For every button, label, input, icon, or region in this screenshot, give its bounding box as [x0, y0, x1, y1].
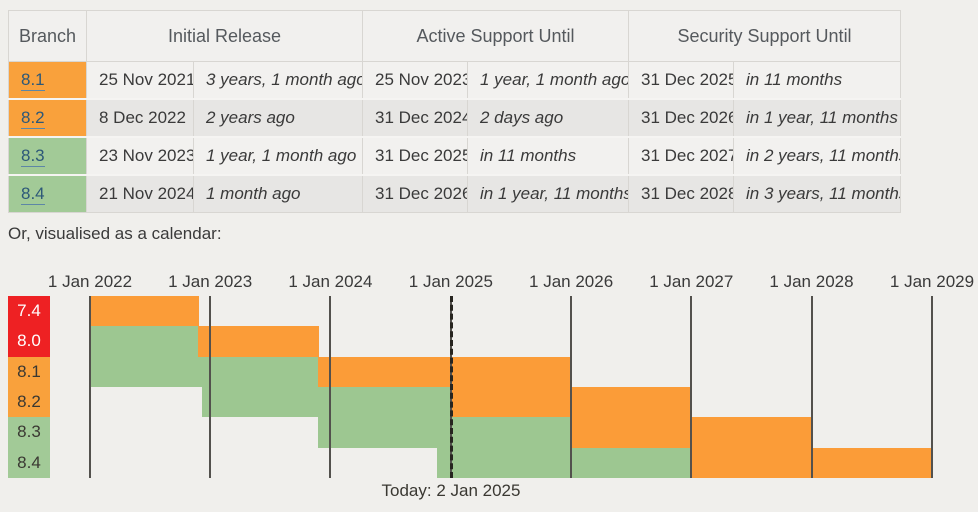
initial-release-relative: 1 year, 1 month ago — [193, 136, 363, 175]
calendar-branch-label: 8.3 — [8, 417, 50, 448]
axis-gridline — [690, 296, 693, 478]
support-table: Branch Initial Release Active Support Un… — [8, 10, 902, 213]
security-support-date: 31 Dec 2027 — [628, 136, 734, 175]
col-header-branch: Branch — [8, 10, 87, 62]
col-header-active-support: Active Support Until — [361, 10, 629, 62]
table-header-row: Branch Initial Release Active Support Un… — [8, 10, 901, 62]
calendar-bar-active — [90, 356, 319, 387]
axis-gridline — [570, 296, 573, 478]
today-marker-line — [449, 296, 453, 478]
branch-link[interactable]: 8.3 — [21, 146, 45, 167]
security-support-relative: in 11 months — [733, 61, 901, 99]
axis-tick-label: 1 Jan 2022 — [47, 272, 133, 291]
active-support-date: 31 Dec 2024 — [362, 98, 468, 137]
axis-gridline — [209, 296, 212, 478]
axis-tick-label: 1 Jan 2027 — [649, 272, 734, 291]
col-header-initial-release: Initial Release — [86, 10, 363, 62]
table-row: 8.4 21 Nov 2024 1 month ago 31 Dec 2026 … — [8, 174, 901, 213]
axis-tick-label: 1 Jan 2028 — [769, 272, 854, 291]
today-label: Today: 2 Jan 2025 — [381, 481, 521, 500]
calendar-bar-security — [90, 296, 199, 327]
branch-cell: 8.1 — [8, 61, 87, 99]
axis-gridline — [931, 296, 933, 478]
branch-cell: 8.2 — [8, 98, 87, 137]
calendar-bar-security — [318, 356, 571, 387]
axis-tick-label: 1 Jan 2026 — [529, 272, 614, 291]
branch-link[interactable]: 8.2 — [21, 108, 45, 129]
initial-release-date: 23 Nov 2023 — [86, 136, 194, 175]
axis-tick-label: 1 Jan 2029 — [889, 272, 975, 291]
active-support-relative: in 11 months — [466, 136, 629, 175]
branch-link[interactable]: 8.4 — [21, 184, 45, 205]
security-support-relative: in 2 years, 11 months — [733, 136, 901, 175]
table-row: 8.2 8 Dec 2022 2 years ago 31 Dec 2024 2… — [8, 98, 901, 137]
calendar-branch-label: 8.0 — [8, 326, 50, 357]
active-support-date: 31 Dec 2026 — [362, 174, 468, 213]
axis-gridline — [810, 296, 813, 478]
active-support-date: 25 Nov 2023 — [362, 61, 468, 99]
calendar-bar-active — [90, 326, 199, 357]
calendar-bar-active — [317, 417, 571, 448]
security-support-date: 31 Dec 2025 — [628, 61, 734, 99]
axis-tick-label: 1 Jan 2024 — [288, 272, 373, 291]
active-support-relative: 2 days ago — [466, 98, 629, 137]
calendar-bar-active — [437, 447, 691, 478]
initial-release-date: 8 Dec 2022 — [86, 98, 194, 137]
initial-release-date: 25 Nov 2021 — [86, 61, 194, 99]
security-support-date: 31 Dec 2026 — [628, 98, 734, 137]
calendar-bar-security — [198, 326, 319, 357]
calendar-branch-label: 8.4 — [8, 447, 50, 478]
axis-gridline — [329, 296, 332, 478]
calendar-bar-active — [202, 387, 451, 418]
initial-release-relative: 3 years, 1 month ago — [193, 61, 363, 99]
security-support-date: 31 Dec 2028 — [628, 174, 734, 213]
calendar-branch-label: 7.4 — [8, 296, 50, 327]
active-support-relative: in 1 year, 11 months — [466, 174, 629, 213]
calendar-intro-text: Or, visualised as a calendar: — [8, 224, 222, 243]
table-row: 8.3 23 Nov 2023 1 year, 1 month ago 31 D… — [8, 136, 901, 175]
initial-release-date: 21 Nov 2024 — [86, 174, 194, 213]
security-support-relative: in 1 year, 11 months — [733, 98, 901, 137]
branch-cell: 8.4 — [8, 174, 87, 213]
security-support-relative: in 3 years, 11 months — [733, 174, 901, 213]
axis-gridline — [89, 296, 91, 478]
active-support-relative: 1 year, 1 month ago — [466, 61, 629, 99]
branch-link[interactable]: 8.1 — [21, 70, 45, 91]
active-support-date: 31 Dec 2025 — [362, 136, 468, 175]
col-header-security-support: Security Support Until — [628, 10, 901, 62]
initial-release-relative: 1 month ago — [193, 174, 363, 213]
calendar-branch-label: 8.1 — [8, 356, 50, 387]
axis-tick-label: 1 Jan 2025 — [408, 272, 493, 291]
branch-cell: 8.3 — [8, 136, 87, 175]
calendar-branch-label: 8.2 — [8, 387, 50, 418]
axis-tick-label: 1 Jan 2023 — [168, 272, 253, 291]
table-row: 8.1 25 Nov 2021 3 years, 1 month ago 25 … — [8, 61, 901, 99]
initial-release-relative: 2 years ago — [193, 98, 363, 137]
